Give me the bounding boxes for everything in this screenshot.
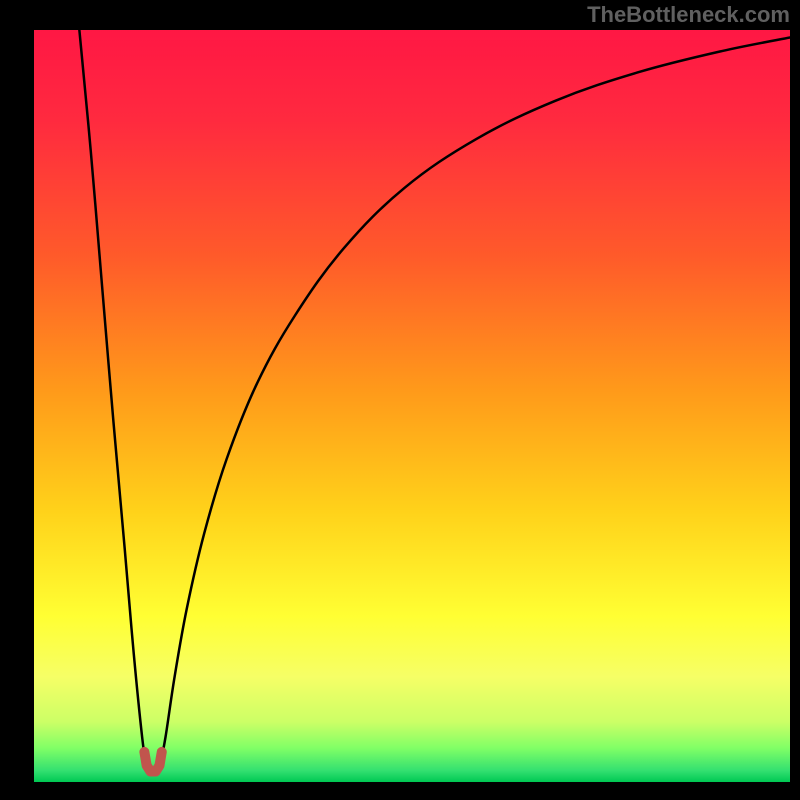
plot-svg (34, 30, 790, 782)
curve-right-branch (159, 38, 790, 769)
chart-container: TheBottleneck.com (0, 0, 800, 800)
curve-minimum-marker (144, 752, 161, 772)
plot-area (34, 30, 790, 782)
curve-left-branch (79, 30, 146, 768)
watermark-text: TheBottleneck.com (587, 2, 790, 28)
